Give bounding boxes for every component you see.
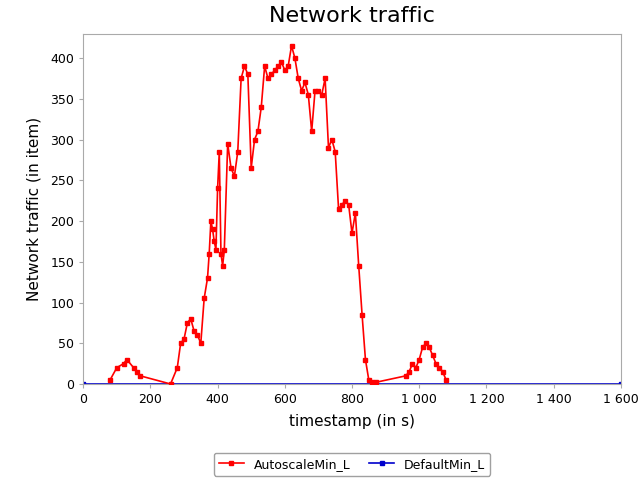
AutoscaleMin_L [405, 369, 413, 375]
AutoscaleMin_L [180, 336, 188, 342]
AutoscaleMin_L [288, 43, 296, 48]
Y-axis label: Network traffic (in item): Network traffic (in item) [27, 117, 42, 301]
AutoscaleMin_L [106, 377, 114, 383]
AutoscaleMin_L [120, 361, 127, 367]
Title: Network traffic: Network traffic [269, 7, 435, 26]
AutoscaleMin_L [130, 365, 138, 371]
Legend: AutoscaleMin_L, DefaultMin_L: AutoscaleMin_L, DefaultMin_L [214, 453, 490, 476]
AutoscaleMin_L [271, 67, 278, 73]
Line: AutoscaleMin_L: AutoscaleMin_L [108, 44, 448, 386]
AutoscaleMin_L [442, 377, 450, 383]
AutoscaleMin_L [166, 381, 174, 387]
X-axis label: timestamp (in s): timestamp (in s) [289, 414, 415, 430]
AutoscaleMin_L [355, 263, 362, 269]
